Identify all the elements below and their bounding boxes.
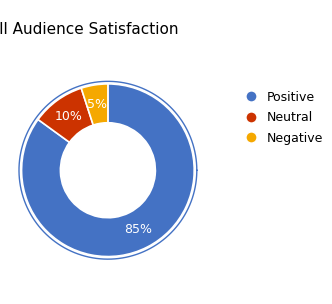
Text: 85%: 85% xyxy=(124,223,152,236)
Text: 5%: 5% xyxy=(87,98,108,111)
Text: 10%: 10% xyxy=(55,110,83,123)
Legend: Positive, Neutral, Negative: Positive, Neutral, Negative xyxy=(233,86,328,150)
Wedge shape xyxy=(38,88,93,142)
Text: Overall Audience Satisfaction: Overall Audience Satisfaction xyxy=(0,22,178,37)
Wedge shape xyxy=(22,84,194,257)
Wedge shape xyxy=(81,84,108,125)
